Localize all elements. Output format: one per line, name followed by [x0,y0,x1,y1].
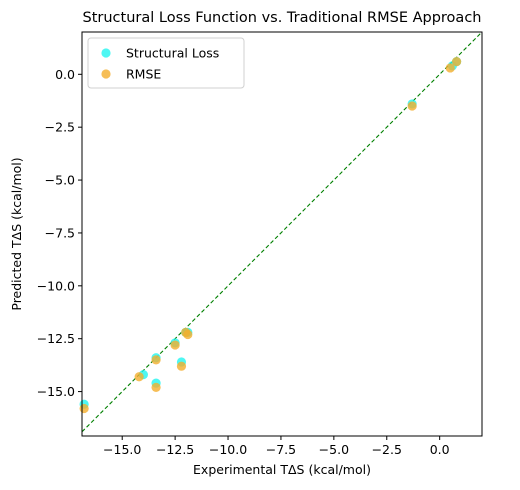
x-tick-label: −15.0 [103,442,141,457]
legend-marker-rmse [101,69,111,79]
points-layer [79,57,462,414]
data-point-rmse [445,63,455,73]
data-point-rmse [151,355,161,365]
y-tick-label: 0.0 [55,67,75,82]
reference-line-layer [82,32,482,433]
y-tick-label: −2.5 [45,120,75,135]
x-tick-label: −5.0 [319,442,349,457]
x-tick-label: 0.0 [430,442,450,457]
identity-reference-line [82,32,482,433]
data-point-rmse [151,382,161,392]
x-tick-label: −7.5 [266,442,296,457]
data-point-rmse [170,340,180,350]
x-axis-label: Experimental TΔS (kcal/mol) [193,462,371,477]
y-tick-label: −5.0 [45,173,75,188]
y-tick-label: −10.0 [37,278,75,293]
legend-label-rmse: RMSE [126,67,161,82]
legend-box [87,37,245,89]
data-point-rmse [452,57,462,67]
x-tick-label: −2.5 [372,442,402,457]
y-axis-label: Predicted TΔS (kcal/mol) [9,157,24,310]
x-axis: −15.0 −12.5 −10.0 −7.5 −5.0 −2.5 0.0 [103,436,450,457]
chart-title: Structural Loss Function vs. Traditional… [83,10,482,26]
legend-label-structural-loss: Structural Loss [126,46,219,61]
data-point-rmse [134,372,144,382]
legend: Structural Loss RMSE [87,37,245,89]
y-tick-label: −12.5 [37,331,75,346]
legend-marker-structural-loss [101,48,111,58]
y-axis: −15.0 −12.5 −10.0 −7.5 −5.0 −2.5 0.0 [37,67,82,399]
data-point-rmse [183,329,193,340]
plot-frame [81,31,483,437]
y-tick-label: −15.0 [37,384,75,399]
data-point-rmse [176,361,187,371]
x-tick-label: −12.5 [156,442,194,457]
series-rmse [79,57,462,414]
data-point-rmse [79,403,89,414]
y-tick-label: −7.5 [45,225,75,240]
x-tick-label: −10.0 [209,442,247,457]
data-point-rmse [407,101,417,111]
